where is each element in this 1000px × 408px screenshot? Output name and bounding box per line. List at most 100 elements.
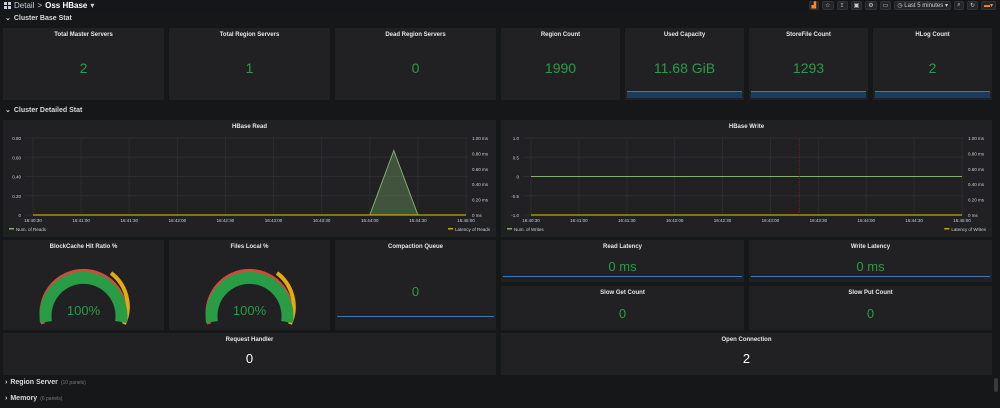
x-tick-label: 16:43:00 [762, 218, 780, 223]
sparkline [503, 276, 742, 277]
gauge-value: 100% [66, 303, 101, 318]
stat-value: 2 [742, 351, 751, 366]
gauge-panel-blockcache-hit-ratio[interactable]: BlockCache Hit Ratio % 100% [3, 240, 164, 330]
panel-title: Total Region Servers [219, 32, 280, 38]
y-tick-label: 0.5 [513, 155, 520, 160]
panel-title: Write Latency [850, 244, 891, 250]
row-memory[interactable]: › Memory (6 panels) [5, 395, 62, 402]
x-tick-label: 16:45:00 [457, 218, 475, 223]
stat-panel-total-master-servers[interactable]: Total Master Servers 2 [3, 28, 164, 100]
y-tick-label: 0.40 [12, 175, 21, 180]
x-tick-label: 16:40:30 [24, 218, 42, 223]
panel-title: Dead Region Servers [385, 32, 446, 38]
stat-value: 0 [411, 284, 420, 299]
legend-label-latency[interactable]: Latency of Writes [951, 227, 986, 232]
stat-value: 0 [866, 306, 875, 321]
series-area-num [33, 150, 466, 215]
row-panel-count: (6 panels) [40, 395, 63, 402]
top-navbar: Detail > Oss HBase ▾ ▟ ☆ ⇪ ▣ ⚙ ▭ ◷ Last … [0, 0, 1000, 12]
y-tick-label: -0.5 [511, 194, 519, 199]
share-icon[interactable]: ⇪ [836, 1, 848, 10]
files-local-gauge [205, 268, 296, 325]
gauge-value: 100% [232, 303, 267, 318]
legend-label-num[interactable]: Num. of Writes [514, 227, 544, 232]
y2-tick-label: 0.80 ms [472, 151, 489, 156]
x-tick-label: 16:44:00 [857, 218, 875, 223]
chevron-down-icon: ⌄ [5, 107, 11, 114]
panel-title: Read Latency [602, 244, 642, 250]
stat-panel-slow-get-count[interactable]: Slow Get Count 0 [501, 286, 744, 330]
add-panel-icon[interactable]: ▟ [808, 1, 820, 10]
row-title: Cluster Base Stat [13, 14, 72, 22]
row-region-server[interactable]: › Region Server (10 panels) [5, 379, 86, 386]
hbase-read-chart: 0.80 0.60 0.40 0.20 0 1.00 ms 0.80 ms 0.60 ms 0.… [9, 136, 491, 232]
gear-icon[interactable]: ⚙ [865, 1, 877, 10]
y-tick-label: 0 [516, 175, 519, 180]
gauge-panel-files-local[interactable]: Files Local % 100% [169, 240, 330, 330]
chevron-right-icon: › [5, 379, 8, 386]
time-range-label: Last 5 minutes [904, 2, 944, 9]
legend-swatch [9, 228, 14, 230]
chevron-down-icon: ▾ [944, 3, 948, 9]
stat-panel-used-capacity[interactable]: Used Capacity 11.68 GiB [625, 28, 744, 100]
legend-label-num[interactable]: Num. of Reads [16, 227, 47, 232]
stat-value: 2 [928, 60, 937, 76]
legend-label-latency[interactable]: Latency of Reads [455, 227, 491, 232]
stat-panel-slow-put-count[interactable]: Slow Put Count 0 [749, 286, 992, 330]
time-picker[interactable]: ◷ Last 5 minutes ▾ [894, 1, 951, 10]
stat-panel-dead-region-servers[interactable]: Dead Region Servers 0 [335, 28, 496, 100]
stat-panel-request-handler[interactable]: Request Handler 0 [3, 333, 496, 375]
chevron-down-icon: ⌄ [5, 15, 11, 22]
y-tick-label: -1.0 [511, 213, 519, 218]
y2-tick-label: 0.80 ms [968, 151, 985, 156]
refresh-interval-dropdown[interactable]: ▬▾ [980, 1, 996, 10]
graph-panel-hbase-read[interactable]: HBase Read 0.80 0.60 0.40 0.20 0 1.00 ms 0.80 … [3, 120, 496, 237]
stat-panel-hlog-count[interactable]: HLog Count 2 [873, 28, 992, 100]
stat-panel-compaction-queue[interactable]: Compaction Queue 0 [335, 240, 496, 330]
stat-panel-region-count[interactable]: Region Count 1990 [501, 28, 620, 100]
y2-tick-label: 1.00 ms [968, 136, 985, 141]
tv-mode-icon[interactable]: ▭ [879, 1, 892, 10]
dashboard-title[interactable]: Oss HBase [45, 1, 88, 10]
scrollbar[interactable] [994, 378, 998, 392]
stat-panel-open-connection[interactable]: Open Connection 2 [501, 333, 992, 375]
row-cluster-detailed-stat[interactable]: ⌄ Cluster Detailed Stat [5, 106, 82, 115]
y-tick-label: 0.20 [12, 194, 21, 199]
legend-swatch [447, 228, 453, 230]
stat-panel-total-region-servers[interactable]: Total Region Servers 1 [169, 28, 330, 100]
gauge-fill [205, 271, 294, 323]
y2-tick-label: 0.60 ms [472, 167, 489, 172]
x-tick-label: 16:44:30 [409, 218, 427, 223]
panel-title: Used Capacity [663, 32, 706, 38]
y-tick-label: 0.80 [12, 136, 21, 141]
x-tick-label: 16:42:00 [666, 218, 684, 223]
gauge-fill [39, 271, 128, 323]
star-icon[interactable]: ☆ [822, 1, 834, 10]
save-icon[interactable]: ▣ [850, 1, 863, 10]
breadcrumb-root[interactable]: Detail [14, 1, 35, 10]
stat-panel-read-latency[interactable]: Read Latency 0 ms [501, 240, 744, 282]
zoom-out-icon[interactable]: ⌕ [953, 1, 964, 10]
sparkline [751, 91, 866, 98]
y2-tick-label: 0.40 ms [968, 182, 985, 187]
chevron-down-icon[interactable]: ▾ [90, 1, 95, 10]
x-tick-label: 16:42:30 [714, 218, 732, 223]
stat-value: 0 ms [608, 259, 637, 274]
x-tick-label: 16:42:00 [169, 218, 187, 223]
row-cluster-base-stat[interactable]: ⌄ Cluster Base Stat [5, 14, 72, 23]
panel-title: Region Count [540, 32, 581, 38]
stat-panel-write-latency[interactable]: Write Latency 0 ms [749, 240, 992, 282]
stat-panel-storefile-count[interactable]: StoreFile Count 1293 [749, 28, 868, 100]
dashboard-grid-icon[interactable] [4, 2, 11, 9]
graph-panel-hbase-write[interactable]: HBase Write 1.0 0.5 0 -0.5 -1.0 1.00 ms 0.80 m… [501, 120, 992, 237]
sparkline [337, 316, 494, 317]
panel-title: Total Master Servers [54, 32, 113, 38]
chevron-right-icon: › [5, 395, 8, 402]
y2-tick-label: 0 ms [472, 213, 483, 218]
blockcache-gauge [39, 268, 130, 325]
panel-title: HLog Count [915, 32, 950, 38]
y-tick-label: 0 [18, 213, 21, 218]
stat-value: 11.68 GiB [653, 60, 716, 76]
y2-tick-label: 0 ms [968, 213, 979, 218]
refresh-icon[interactable]: ↻ [966, 1, 978, 10]
